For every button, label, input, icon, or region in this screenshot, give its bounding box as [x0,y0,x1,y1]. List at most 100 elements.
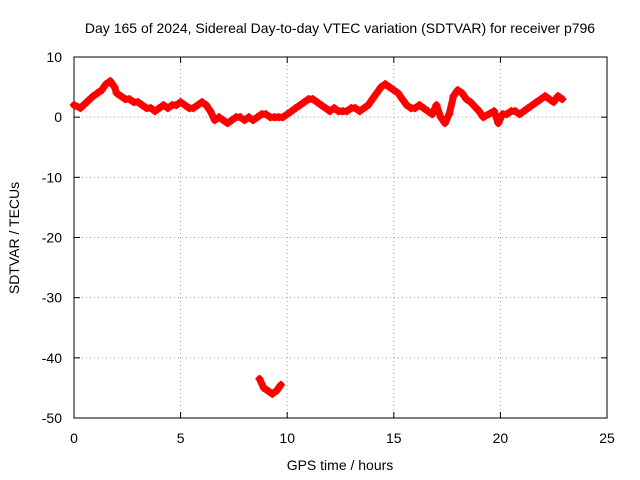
data-point [240,116,249,125]
data-point [276,380,285,389]
data-point [549,98,558,107]
data-point [532,98,541,107]
data-point [116,92,125,101]
data-point [524,104,533,113]
data-point [172,101,181,110]
data-point [515,110,524,119]
data-point [381,80,390,89]
y-axis-label: SDTVAR / TECUs [6,182,22,294]
data-point [89,92,98,101]
data-point [264,386,273,395]
x-tick-label: 0 [70,430,78,446]
data-point [106,77,115,86]
series-trace [70,77,566,127]
y-tick-label: -20 [42,230,62,246]
data-point [440,119,449,128]
data-point [300,98,309,107]
data-point [261,110,270,119]
data-point [428,110,437,119]
x-tick-label: 10 [279,430,295,446]
data-point [206,107,215,116]
data-point [110,83,119,92]
data-point [528,101,537,110]
data-point [236,113,245,122]
x-axis-label: GPS time / hours [287,457,394,473]
data-point [151,107,160,116]
x-tick-label: 20 [493,430,509,446]
data-point [398,95,407,104]
data-point [253,113,262,122]
data-point [101,80,110,89]
data-point [321,104,330,113]
data-point [445,110,454,119]
data-point [163,104,172,113]
data-point [125,95,134,104]
data-points [70,77,567,398]
data-point [112,89,121,98]
y-tick-label: -30 [42,290,62,306]
data-point [223,119,232,128]
data-point [70,101,78,110]
data-point [202,101,211,110]
data-point [176,98,185,107]
data-point [545,95,554,104]
y-tick-label: 0 [54,109,62,125]
y-tick-label: -10 [42,169,62,185]
data-point [325,107,334,116]
axis-ticks: 0 5 10 15 20 25 10 0 -10 -20 -30 -40 -50 [42,49,615,446]
data-point [368,95,377,104]
data-point [432,101,441,110]
data-point [351,104,360,113]
data-point [295,101,304,110]
data-point [519,107,528,116]
data-point [490,107,499,116]
data-point [494,119,503,128]
data-point [249,116,258,125]
data-point [364,101,373,110]
data-point [330,104,339,113]
data-point [411,104,420,113]
data-point [359,104,368,113]
data-point [159,101,168,110]
data-point [536,95,545,104]
data-point [133,98,142,107]
data-point [541,92,550,101]
data-point [372,89,381,98]
data-point [553,92,562,101]
data-point [278,113,287,122]
data-point [287,107,296,116]
data-point [466,98,475,107]
data-point [389,86,398,95]
data-point [268,389,277,398]
data-point [97,86,106,95]
data-point [76,104,85,113]
data-point [219,116,228,125]
data-point [502,110,511,119]
data-point [180,101,189,110]
data-point [193,101,202,110]
data-point [93,89,102,98]
data-point [189,104,198,113]
data-point [214,113,223,122]
y-tick-label: 10 [46,49,62,65]
data-point [291,104,300,113]
data-point [244,113,253,122]
data-point [210,116,219,125]
data-point [82,98,91,107]
data-point [436,113,445,122]
data-point [558,95,567,104]
data-point [458,89,467,98]
data-point [419,104,428,113]
x-tick-label: 5 [177,430,185,446]
y-tick-label: -40 [42,350,62,366]
data-point [423,107,432,116]
x-tick-label: 25 [599,430,615,446]
data-point [272,386,281,395]
data-point [255,374,264,383]
data-point [377,83,386,92]
data-point [313,98,322,107]
data-point [259,383,268,392]
data-point [394,89,403,98]
